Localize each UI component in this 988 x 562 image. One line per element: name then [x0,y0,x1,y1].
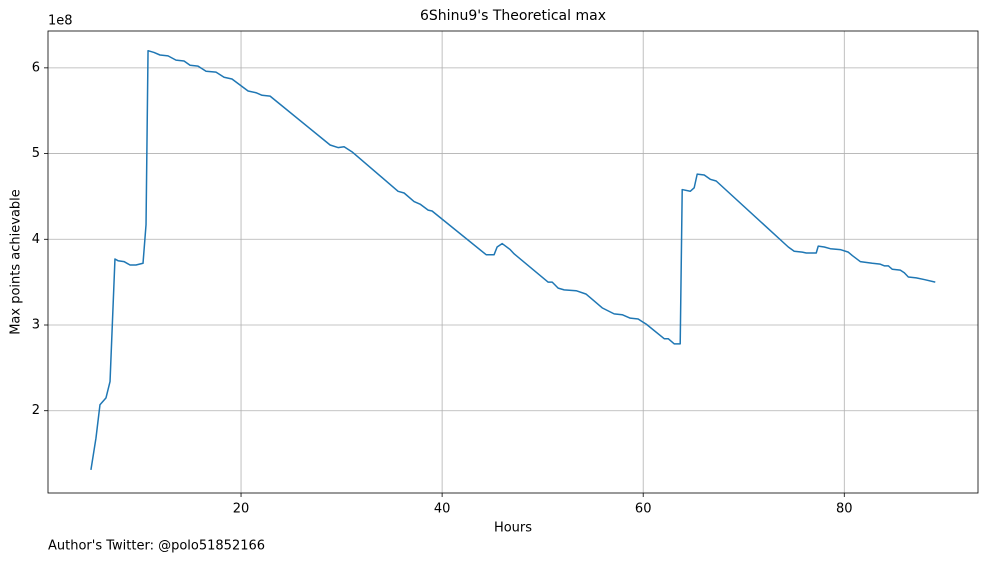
y-axis-label: Max points achievable [9,189,24,335]
x-tick-label: 40 [434,502,451,517]
y-tick-label: 4 [32,232,40,247]
y-tick-label: 5 [32,146,40,161]
x-tick-label: 80 [836,502,853,517]
y-tick-label: 3 [32,318,40,333]
chart-title: 6Shinu9's Theoretical max [420,8,606,24]
x-tick-label: 60 [635,502,652,517]
data-line [90,49,936,470]
y-tick-label: 2 [32,403,40,418]
y-tick-label: 6 [32,60,40,75]
x-tick-label: 20 [233,502,250,517]
plot-frame [47,30,979,494]
y-offset-label: 1e8 [48,14,73,29]
author-note: Author's Twitter: @polo51852166 [48,539,265,554]
x-axis-label: Hours [494,521,532,536]
